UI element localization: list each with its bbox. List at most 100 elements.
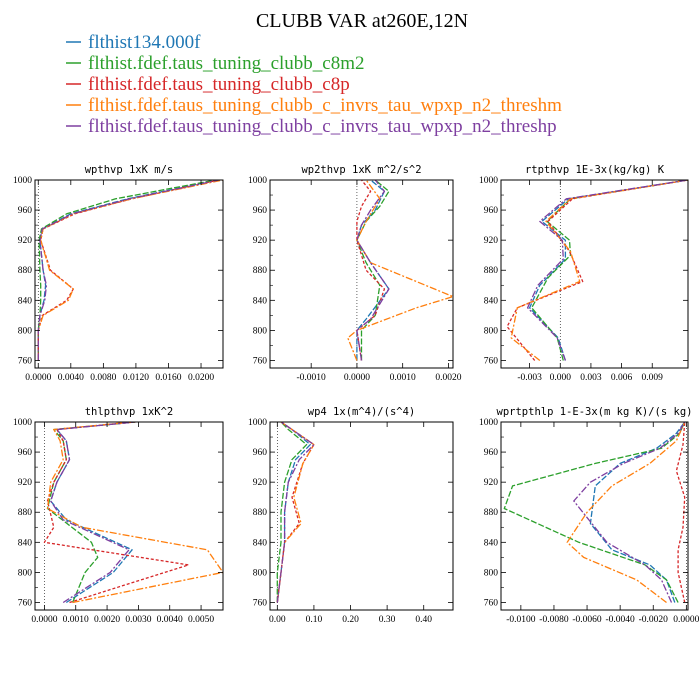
x-tick-label: -0.0020: [639, 615, 669, 625]
panel-2: wp2thvp 1xK m^2/s^2 760 800 840 880 920 960 100…: [248, 164, 462, 383]
y-tick-label: 840: [484, 538, 499, 548]
y-tick-label: 1000: [248, 418, 267, 428]
y-tick-label: 800: [484, 568, 499, 578]
y-tick-label: 800: [253, 568, 268, 578]
x-tick-label: 0.0080: [90, 373, 116, 383]
plot-frame: [34, 179, 224, 369]
x-tick-label: 0.0040: [58, 373, 84, 383]
y-tick-label: 800: [484, 326, 499, 336]
y-tick-label: 1000: [479, 176, 498, 186]
y-tick-label: 800: [253, 326, 268, 336]
series-line-2: [531, 180, 688, 361]
x-tick-label: -0.0080: [539, 615, 569, 625]
y-tick-label: 760: [253, 356, 268, 366]
x-tick-label: -0.0010: [297, 373, 327, 383]
legend-label: flthist.fdef.taus_tuning_clubb_c8p: [88, 74, 350, 95]
series-line-1: [37, 180, 218, 361]
plot-frame: [34, 421, 224, 611]
x-tick-label: -0.0100: [506, 615, 536, 625]
y-tick-label: 920: [18, 478, 33, 488]
series-line-5: [50, 422, 136, 604]
series-line-1: [589, 422, 686, 603]
y-tick-label: 960: [253, 206, 268, 216]
x-tick-label: -0.0040: [606, 615, 636, 625]
series-line-1: [356, 180, 390, 361]
panel-title: wp2thvp 1xK m^2/s^2: [301, 164, 421, 176]
y-tick-label: 920: [484, 236, 499, 246]
panel-1: wpthvp 1xK m/s 760 800 840 880 920 960 1000 0.00…: [13, 164, 224, 383]
series-line-4: [347, 180, 453, 361]
series-line-2: [46, 422, 136, 603]
x-tick-label: 0.20: [342, 615, 359, 625]
series-line-5: [37, 180, 220, 361]
series-line-3: [276, 422, 315, 603]
y-tick-label: 760: [484, 598, 499, 608]
x-tick-label: 0.0160: [155, 373, 181, 383]
y-tick-label: 1000: [13, 176, 32, 186]
series-line-4: [566, 422, 686, 604]
figure-title: CLUBB VAR at260E,12N: [256, 10, 468, 32]
y-tick-label: 960: [484, 448, 499, 458]
panel-title: rtpthvp 1E-3x(kg/kg) K: [525, 164, 665, 176]
y-tick-label: 840: [484, 296, 499, 306]
y-tick-label: 880: [18, 508, 33, 518]
y-tick-label: 800: [18, 326, 33, 336]
series-line-1: [276, 422, 311, 603]
y-tick-label: 840: [253, 538, 268, 548]
panel-4: thlpthvp 1xK^2 760 800 840 880 920 960 1000 0.00…: [13, 406, 224, 625]
x-tick-label: 0.0200: [188, 373, 214, 383]
panel-title: thlpthvp 1xK^2: [85, 406, 174, 418]
series-line-2: [503, 422, 686, 603]
x-tick-label: 0.0010: [63, 615, 89, 625]
series-line-5: [276, 422, 315, 603]
y-tick-label: 840: [253, 296, 268, 306]
x-tick-label: 0.00: [269, 615, 286, 625]
series-line-5: [526, 180, 688, 361]
x-tick-label: 0.0000: [344, 373, 370, 383]
panels: wpthvp 1xK m/s 760 800 840 880 920 960 1000 0.00…: [13, 164, 700, 625]
y-tick-label: 760: [18, 598, 33, 608]
x-tick-label: 0.0030: [125, 615, 151, 625]
series-line-3: [37, 180, 220, 361]
y-tick-label: 840: [18, 296, 33, 306]
y-tick-label: 960: [484, 206, 499, 216]
series-line-3: [506, 180, 688, 361]
x-tick-label: 0.009: [642, 373, 664, 383]
y-tick-label: 920: [253, 478, 268, 488]
y-tick-label: 960: [18, 448, 33, 458]
series-line-4: [37, 180, 223, 361]
legend-label: flthist.fdef.taus_tuning_clubb_c_invrs_t…: [88, 116, 557, 137]
x-tick-label: 0.000: [550, 373, 572, 383]
x-tick-label: -0.003: [517, 373, 542, 383]
x-tick-label: 0.006: [611, 373, 633, 383]
y-tick-label: 760: [253, 598, 268, 608]
legend: flthist134.000fflthist.fdef.taus_tuning_…: [66, 32, 562, 137]
x-tick-label: -0.0060: [572, 615, 602, 625]
x-tick-label: 0.40: [415, 615, 432, 625]
panel-title: wprtpthlp 1-E-3x(m kg K)/(s kg): [497, 406, 693, 418]
x-tick-label: 0.30: [379, 615, 396, 625]
series-line-5: [573, 422, 686, 603]
x-tick-label: 0.003: [580, 373, 602, 383]
series-line-5: [356, 180, 390, 361]
y-tick-label: 920: [484, 478, 499, 488]
panel-title: wpthvp 1xK m/s: [85, 164, 174, 176]
plot-frame: [500, 421, 689, 611]
y-tick-label: 840: [18, 538, 33, 548]
y-tick-label: 1000: [479, 418, 498, 428]
y-tick-label: 1000: [248, 176, 267, 186]
x-tick-label: 0.0010: [390, 373, 416, 383]
panel-5: wp4 1x(m^4)/(s^4) 760 800 840 880 920 960 1000 0…: [248, 406, 454, 625]
x-tick-label: 0.0020: [94, 615, 120, 625]
x-tick-label: 0.0120: [123, 373, 149, 383]
legend-label: flthist.fdef.taus_tuning_clubb_c_invrs_t…: [88, 95, 562, 116]
series-line-2: [356, 180, 390, 361]
x-tick-label: 0.0050: [188, 615, 214, 625]
y-tick-label: 760: [18, 356, 33, 366]
panel-6: wprtpthlp 1-E-3x(m kg K)/(s kg) 760 800 840…: [479, 406, 700, 625]
series-line-2: [37, 180, 216, 361]
y-tick-label: 880: [18, 266, 33, 276]
series-line-2: [276, 422, 308, 603]
y-tick-label: 920: [253, 236, 268, 246]
